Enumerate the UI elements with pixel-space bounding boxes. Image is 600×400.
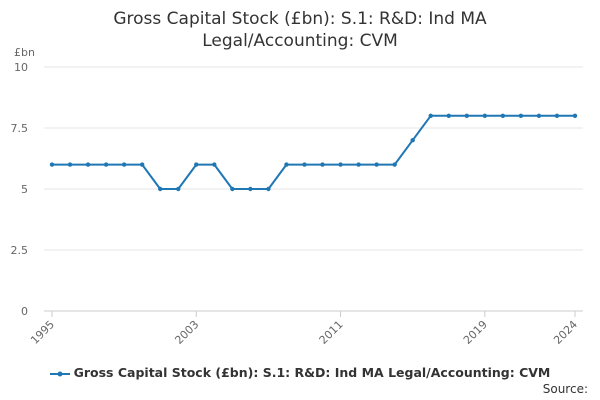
chart-title-line-2: Legal/Accounting: CVM bbox=[202, 31, 398, 51]
data-point-2024[interactable] bbox=[572, 113, 578, 119]
data-point-2005[interactable] bbox=[230, 186, 235, 192]
data-point-2023[interactable] bbox=[554, 113, 560, 119]
data-point-2017[interactable] bbox=[446, 113, 451, 119]
y-tick-label-10: 10 bbox=[14, 61, 28, 74]
data-point-2019[interactable] bbox=[482, 113, 488, 119]
data-point-2000[interactable] bbox=[139, 162, 145, 167]
x-tick-label-1995: 1995 bbox=[28, 318, 57, 347]
data-point-2009[interactable] bbox=[302, 162, 307, 167]
data-point-2020[interactable] bbox=[500, 113, 506, 119]
data-point-2010[interactable] bbox=[320, 162, 325, 167]
data-point-2002[interactable] bbox=[176, 186, 181, 192]
legend: Gross Capital Stock (£bn): S.1: R&D: Ind… bbox=[0, 365, 600, 380]
data-point-1995[interactable] bbox=[49, 162, 55, 167]
data-point-2015[interactable] bbox=[410, 138, 415, 143]
y-tick-label-5: 5 bbox=[21, 183, 28, 196]
data-point-2008[interactable] bbox=[284, 162, 289, 167]
data-point-2022[interactable] bbox=[536, 113, 542, 119]
data-point-2021[interactable] bbox=[518, 113, 524, 119]
data-point-1998[interactable] bbox=[103, 162, 109, 167]
y-tick-labels: 0 2.5 5 7.5 10 bbox=[11, 61, 29, 318]
x-tick-label-2011: 2011 bbox=[317, 318, 346, 347]
y-tick-label-2.5: 2.5 bbox=[11, 244, 29, 257]
data-point-1997[interactable] bbox=[85, 162, 91, 167]
legend-swatch bbox=[49, 371, 70, 376]
data-point-2006[interactable] bbox=[248, 186, 253, 192]
series-line-0 bbox=[52, 114, 575, 190]
chart-title: Gross Capital Stock (£bn): S.1: R&D: Ind… bbox=[0, 8, 600, 52]
data-point-2001[interactable] bbox=[158, 186, 163, 192]
data-point-2014[interactable] bbox=[392, 162, 397, 167]
data-point-2013[interactable] bbox=[374, 162, 379, 167]
legend-label: Gross Capital Stock (£bn): S.1: R&D: Ind… bbox=[73, 365, 551, 380]
y-axis-label: £bn bbox=[14, 46, 35, 59]
series-layer bbox=[49, 113, 578, 192]
data-point-2007[interactable] bbox=[266, 186, 271, 192]
chart-title-line-1: Gross Capital Stock (£bn): S.1: R&D: Ind… bbox=[113, 9, 487, 29]
x-tick-labels: 1995 2003 2011 2019 2024 bbox=[28, 318, 580, 347]
grid-lines bbox=[44, 66, 583, 251]
x-tick-label-2003: 2003 bbox=[172, 318, 201, 347]
source-label: Source: bbox=[542, 382, 588, 396]
data-point-2016[interactable] bbox=[428, 113, 433, 119]
data-point-1996[interactable] bbox=[67, 162, 73, 167]
y-tick-label-0: 0 bbox=[21, 305, 28, 318]
y-tick-label-7.5: 7.5 bbox=[11, 122, 29, 135]
data-point-2012[interactable] bbox=[356, 162, 361, 167]
x-tick-label-2024: 2024 bbox=[551, 318, 580, 347]
data-point-2003[interactable] bbox=[194, 162, 199, 167]
data-point-2011[interactable] bbox=[338, 162, 343, 167]
data-point-2004[interactable] bbox=[212, 162, 217, 167]
data-point-2018[interactable] bbox=[464, 113, 469, 119]
data-point-1999[interactable] bbox=[121, 162, 127, 167]
axes bbox=[44, 310, 583, 317]
x-tick-label-2019: 2019 bbox=[461, 318, 490, 347]
